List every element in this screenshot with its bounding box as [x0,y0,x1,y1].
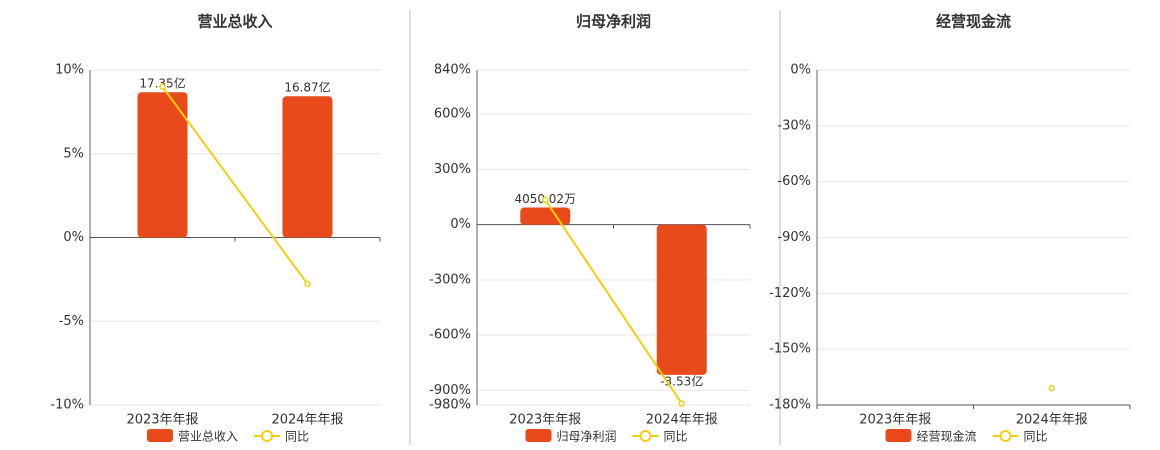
legend-swatch [885,429,912,442]
y-tick-label: 0% [790,63,811,78]
y-tick-label: 0% [63,230,84,245]
y-tick-label: -5% [59,314,84,329]
legend-label: 营业总收入 [178,430,238,444]
legend-swatch [525,429,552,442]
bar [282,96,333,238]
legend-swatch [147,429,173,442]
x-tick-label: 2023年年报 [509,413,581,428]
point [159,83,166,90]
y-tick-label: 5% [63,146,84,161]
legend-swatch [999,430,1012,442]
point [1048,385,1055,392]
legend-label: 同比 [664,430,688,444]
bar [656,224,707,375]
legend-label: 归母净利润 [557,430,617,444]
line [544,199,683,405]
x-tick-label: 2023年年报 [126,413,198,428]
y-tick-label: 10% [55,63,84,78]
chart-title: 营业总收入 [197,13,272,31]
y-tick-label: -980% [429,398,471,413]
point [304,280,311,288]
point [678,400,685,407]
y-tick-label: 0% [450,217,471,232]
y-tick-label: -90% [777,230,811,245]
bar [520,207,571,225]
bar [137,92,188,238]
x-tick-label: 2023年年报 [859,413,931,428]
legend-label: 同比 [285,430,309,444]
y-tick-label: 300% [434,162,471,177]
chart-title: 经营现金流 [936,13,1011,31]
line [161,86,309,285]
value-label: -3.53亿 [660,373,703,388]
legend-label: 经营现金流 [917,429,977,444]
y-tick-label: -10% [50,398,84,413]
value-label: 16.87亿 [284,80,330,95]
chart-title: 归母净利润 [576,13,651,31]
x-tick-label: 2024年年报 [1016,413,1088,428]
legend-label: 同比 [1024,430,1048,444]
y-tick-label: -150% [769,342,811,357]
y-tick-label: -60% [777,174,811,189]
point [542,196,549,204]
legend-swatch [261,430,274,442]
y-tick-label: -30% [777,118,811,133]
y-tick-label: -600% [429,328,471,343]
y-tick-label: -180% [769,398,811,413]
y-tick-label: -900% [429,383,471,398]
y-tick-label: -120% [769,286,811,301]
legend-swatch [639,430,652,442]
value-label: 17.35亿 [139,76,185,91]
y-tick-label: 840% [434,63,471,78]
y-tick-label: -300% [429,272,471,287]
x-tick-label: 2024年年报 [271,413,343,428]
x-tick-label: 2024年年报 [646,413,718,428]
y-tick-label: 600% [434,107,471,122]
